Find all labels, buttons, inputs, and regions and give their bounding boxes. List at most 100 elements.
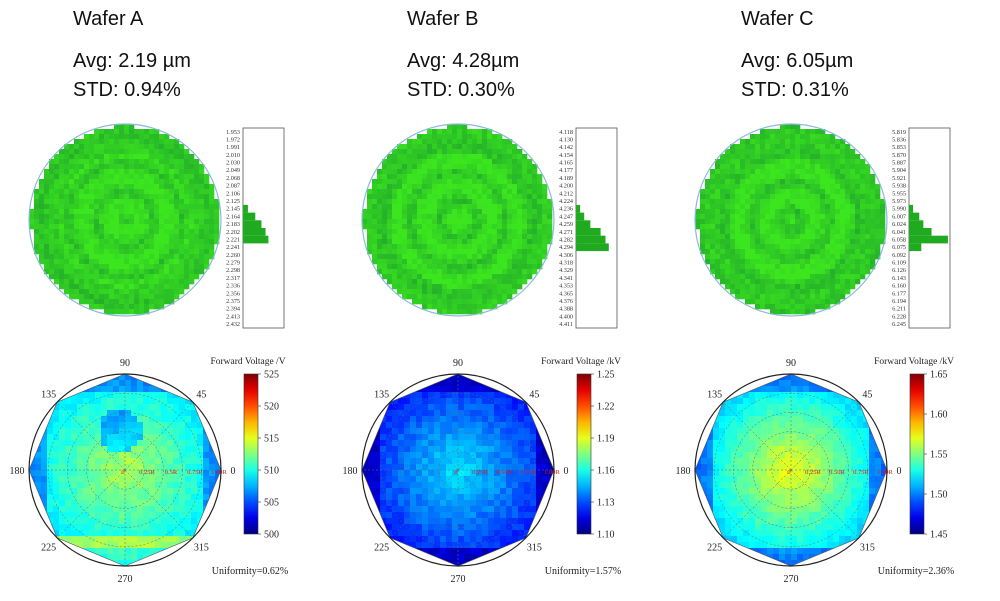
histogram-tick-label: 2.030 [226,160,240,167]
wafer-b-avg: Avg: 4.28µm [407,50,520,72]
polar-angle-label: 315 [194,542,209,553]
wafer-a-thickness-map: 1.9531.9721.9912.0102.0302.0492.0682.087… [28,123,285,329]
polar-angle-label: 0 [897,466,902,477]
polar-angle-label: 315 [527,542,542,553]
histogram-tick-label: 5.836 [892,136,906,143]
wafer-b-forward-voltage-polar: 90 45 0 315 270 225 180 135 0 0.25R 0.50R 0.75R 1.00… [343,357,622,585]
polar-frame [28,373,222,567]
histogram-tick-label: 4.130 [559,136,573,143]
wafer-c-thickness-map: 5.8195.8365.8535.8705.8875.9045.9215.938… [694,123,951,329]
histogram-tick-label: 1.991 [226,144,240,151]
histogram-tick-label: 4.177 [559,167,573,174]
wafer-c-avg: Avg: 6.05µm [741,50,854,72]
histogram-bar [909,243,922,252]
histogram-tick-label: 5.921 [892,175,906,182]
histogram-tick-label: 5.853 [892,144,906,151]
polar-radial-label: 0.75R [853,469,869,476]
polar-spoke [124,401,194,471]
polar-radial-label: 1.00R [544,469,560,476]
histogram-tick-label: 1.972 [226,136,240,143]
wafer-a-panel: Wafer A Avg: 2.19 µm STD: 0.94% 1.953 1.9… [0,0,333,601]
polar-radial-label: 0.75R [520,469,536,476]
polar-angle-label: 135 [374,390,389,401]
histogram-tick-label: 6.160 [892,283,906,290]
histogram-tick-label: 6.041 [892,229,906,236]
histogram-tick-label: 4.282 [559,236,573,243]
histogram-tick-label: 2.125 [226,198,240,205]
polar-ring [419,431,497,509]
polar-angle-label: 225 [41,542,56,553]
histogram-tick-label: 2.432 [226,321,240,328]
polar-radial-label: 1.00R [877,469,893,476]
colorbar-tick-label: 500 [264,530,279,541]
histogram-tick-label: 2.049 [226,167,240,174]
colorbar [243,373,259,535]
histogram-tick-label: 5.938 [892,183,906,190]
histogram-tick-label: 4.411 [559,321,573,328]
histogram-tick-label: 4.388 [559,306,573,313]
histogram-bar [243,204,248,213]
polar-angle-label: 90 [786,358,796,369]
histogram-tick-label: 2.298 [226,267,240,274]
histogram-tick-label: 6.092 [892,252,906,259]
wafer-a-forward-voltage-polar: 90 45 0 315 270 225 180 135 0 0.25R 0.5R 0.75R 1.00R… [10,357,289,585]
histogram-bar [576,243,609,252]
histogram-tick-label: 4.329 [559,267,573,274]
polar-frame [361,373,555,567]
polar-spoke [389,469,459,539]
histogram-tick-label: 2.279 [226,260,240,267]
histogram-tick-label: 2.164 [226,213,240,220]
polar-angle-label: 0 [564,466,569,477]
histogram-tick-label: 4.142 [559,144,573,151]
histogram-tick-label: 4.212 [559,190,573,197]
histogram-tick-label: 6.194 [892,298,906,305]
polar-radial-label: 0 [787,469,790,476]
histogram-tick-label: 2.106 [226,190,240,197]
wafer-c-std: STD: 0.31% [741,79,849,101]
histogram-tick-label: 2.145 [226,206,240,213]
histogram-tick-label: 6.058 [892,236,906,243]
histogram-tick-label: 4.259 [559,221,573,228]
histogram-tick-label: 2.375 [226,298,240,305]
polar-spoke [56,401,126,471]
wafer-outline [28,123,222,317]
histogram-tick-label: 4.376 [559,298,573,305]
colorbar-title: Forward Voltage /kV [541,357,621,367]
uniformity-label: Uniformity=1.57% [545,566,621,577]
wafer-b-title: Wafer B [407,8,479,30]
histogram-tick-label: 4.341 [559,275,573,282]
uniformity-label: Uniformity=2.36% [878,566,954,577]
polar-angle-label: 180 [10,466,25,477]
histogram-tick-label: 2.260 [226,252,240,259]
histogram-tick-label: 4.224 [559,198,573,205]
histogram-tick-label: 4.353 [559,283,573,290]
polar-angle-label: 270 [118,574,133,585]
histogram-tick-label: 4.154 [559,152,573,159]
colorbar-tick-label: 1.16 [597,466,615,477]
colorbar-tick-label: 525 [264,370,279,381]
histogram-tick-label: 6.007 [892,213,906,220]
polar-ring [86,431,164,509]
polar-angle-label: 180 [676,466,691,477]
polar-radial-label: 0.25R [139,469,155,476]
histogram-tick-label: 5.904 [892,167,906,174]
histogram-tick-label: 5.870 [892,152,906,159]
histogram-tick-label: 2.010 [226,152,240,159]
histogram-tick-label: 4.318 [559,260,573,267]
histogram-tick-label: 2.394 [226,306,240,313]
histogram-bar [243,212,256,221]
wafer-c-forward-voltage-polar: 90 45 0 315 270 225 180 135 0 0.25R 0.50R 0.75R 1.00… [676,357,955,585]
wafer-cells [362,124,553,315]
histogram-bar [909,235,948,244]
wafer-b-std: STD: 0.30% [407,79,515,101]
colorbar-tick-label: 1.60 [930,410,948,421]
colorbar-tick-label: 515 [264,434,279,445]
colorbar [576,373,592,535]
histogram-tick-label: 6.211 [892,306,906,313]
histogram-tick-label: 4.118 [559,129,573,136]
polar-spoke [790,401,860,471]
polar-radial-label: 0.50R [496,469,512,476]
polar-radial-label: 0.75R [187,469,203,476]
histogram-tick-label: 4.189 [559,175,573,182]
histogram-tick-label: 6.126 [892,267,906,274]
